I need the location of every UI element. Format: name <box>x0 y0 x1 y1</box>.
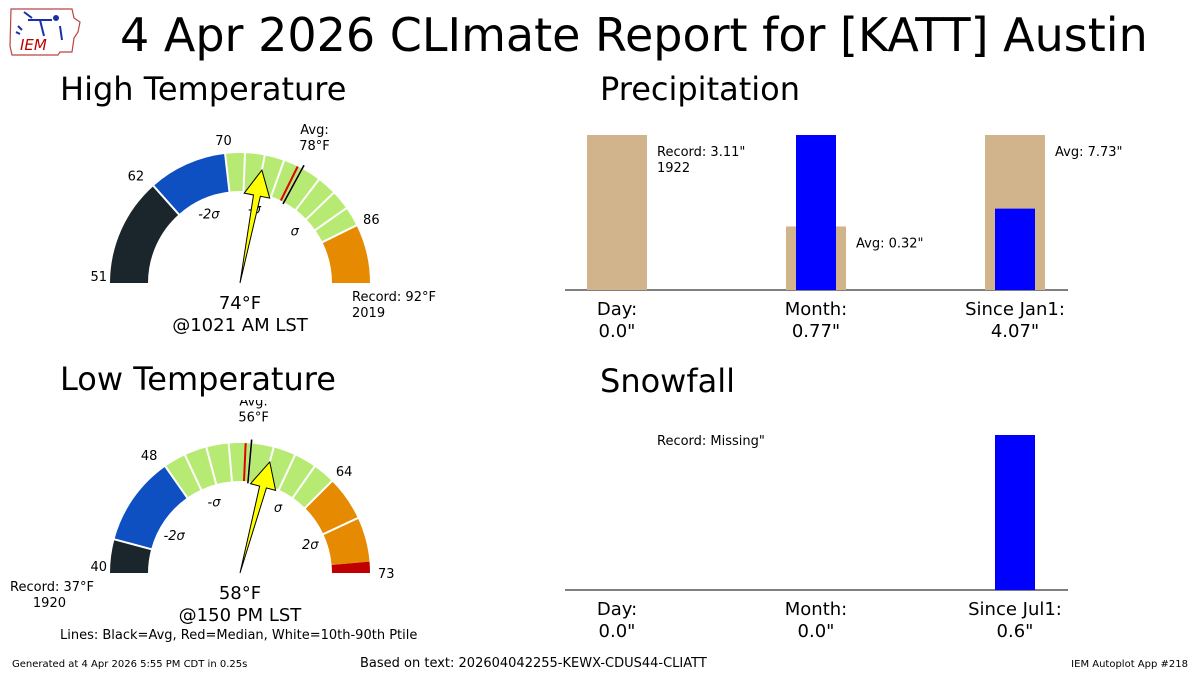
low-avg-label: Avg: <box>239 400 267 410</box>
low-sigma-label: 2σ <box>302 538 319 553</box>
snow-title: Snowfall <box>600 362 735 400</box>
low-sigma-label: -2σ <box>164 529 186 544</box>
high-avg-line <box>282 164 305 205</box>
page-title: 4 Apr 2026 CLImate Report for [KATT] Aus… <box>120 8 1148 62</box>
precip-chart: Record: 3.11"1922 Day:0.0" Avg: 0.32" Month… <box>565 135 1123 342</box>
low-ptile-tick <box>163 464 190 500</box>
high-sigma-label: -2σ <box>198 208 220 223</box>
low-boundary-label: 64 <box>336 465 353 480</box>
snow-category-label: Day: <box>597 599 637 620</box>
snow-value-label: 0.6" <box>997 621 1034 642</box>
low-min-label: 40 <box>90 560 107 575</box>
high-median-line <box>279 166 299 201</box>
high-record-label: Record: 92°F <box>352 290 436 305</box>
high-avg-label: Avg: <box>300 123 328 138</box>
precip-value-label: 4.07" <box>991 321 1039 342</box>
precip-reference-label: Avg: 7.73" <box>1055 145 1123 160</box>
precip-category-label: Month: <box>785 299 847 320</box>
low-boundary-label: 73 <box>378 567 395 582</box>
high-boundary-label: 70 <box>215 134 232 149</box>
high-ptile-tick <box>151 183 181 217</box>
high-ptile-tick <box>313 206 349 233</box>
low-gauge-band <box>331 561 370 573</box>
low-ptile-tick <box>321 516 361 536</box>
snow-chart: Record: Missing"Day:0.0"Month:0.0"Since … <box>565 434 1068 642</box>
high-observed-time: @1021 AM LST <box>172 315 309 336</box>
high-observed-value: 74°F <box>219 293 261 314</box>
high-min-label: 51 <box>90 270 107 285</box>
iem-logo: IEM <box>9 8 81 56</box>
source-note: Based on text: 202604042255-KEWX-CDUS44-… <box>360 656 707 671</box>
low-gauge-band <box>114 466 188 550</box>
low-sigma-label: σ <box>274 501 283 516</box>
low-gauge-band <box>110 539 152 573</box>
precip-reference-sub: 1922 <box>657 161 690 176</box>
precip-value-label: 0.77" <box>792 321 840 342</box>
high-ptile-tick <box>242 151 247 194</box>
low-sigma-label: -σ <box>208 496 222 511</box>
low-observed-value: 58°F <box>219 583 261 604</box>
high-boundary-label: 62 <box>128 169 145 184</box>
precip-reference-bar <box>587 135 647 290</box>
snow-value-label: 0.0" <box>599 621 636 642</box>
high-needle <box>239 169 271 284</box>
low-ptile-tick <box>290 464 317 500</box>
high-ptile-tick <box>320 223 359 244</box>
high-boundary-label: 86 <box>363 213 380 228</box>
low-record-year: 1920 <box>33 596 66 611</box>
precip-observed-bar <box>796 135 836 290</box>
precip-category-label: Since Jan1: <box>965 299 1065 320</box>
precip-title: Precipitation <box>600 70 801 108</box>
low-median-line <box>243 443 247 482</box>
low-ptile-tick <box>227 441 234 484</box>
logo-text: IEM <box>20 36 47 54</box>
weather-station-icon <box>15 11 63 41</box>
low-record-label: Record: 37°F <box>10 580 94 595</box>
low-ptile-tick <box>183 452 203 492</box>
low-ptile-tick <box>112 537 154 551</box>
high-ptile-tick <box>269 158 286 199</box>
precip-category-label: Day: <box>597 299 637 320</box>
snow-category-label: Since Jul1: <box>968 599 1062 620</box>
high-sigma-label: σ <box>291 224 300 239</box>
high-gauge-band <box>153 153 230 215</box>
low-gauge-band <box>305 481 370 565</box>
low-observed-time: @150 PM LST <box>179 605 303 625</box>
low-temp-title: Low Temperature <box>60 360 336 398</box>
high-record-year: 2019 <box>352 306 385 321</box>
low-temp-gauge: Avg:56°F 40 48 64 73 -2σ -σ σ 2σ 58°F@150 PM LST R… <box>10 400 395 625</box>
high-ptile-tick <box>293 177 321 213</box>
high-ptile-tick <box>223 151 231 194</box>
low-boundary-label: 48 <box>141 449 158 464</box>
lines-legend-note: Lines: Black=Avg, Red=Median, White=10th… <box>60 628 418 643</box>
snow-reference-label: Record: Missing" <box>657 434 765 449</box>
app-note: IEM Autoplot App #218 <box>1071 659 1188 670</box>
high-ptile-tick <box>304 190 336 222</box>
high-avg-value: 78°F <box>299 139 330 154</box>
precip-value-label: 0.0" <box>599 321 636 342</box>
high-temp-title: High Temperature <box>60 70 347 108</box>
low-ptile-tick <box>302 478 335 511</box>
low-needle <box>239 460 277 574</box>
high-gauge-band <box>322 225 370 283</box>
low-avg-value: 56°F <box>238 411 269 426</box>
precip-reference-label: Avg: 0.32" <box>856 236 924 251</box>
low-ptile-tick <box>204 445 218 487</box>
snow-observed-bar <box>995 435 1035 590</box>
snow-value-label: 0.0" <box>798 621 835 642</box>
generated-note: Generated at 4 Apr 2026 5:55 PM CDT in 0… <box>12 659 248 670</box>
low-ptile-tick <box>277 452 297 492</box>
precip-observed-bar <box>995 208 1035 290</box>
high-gauge-band <box>110 185 179 283</box>
snow-category-label: Month: <box>785 599 847 620</box>
precip-reference-label: Record: 3.11" <box>657 145 745 160</box>
low-avg-line <box>247 439 253 484</box>
